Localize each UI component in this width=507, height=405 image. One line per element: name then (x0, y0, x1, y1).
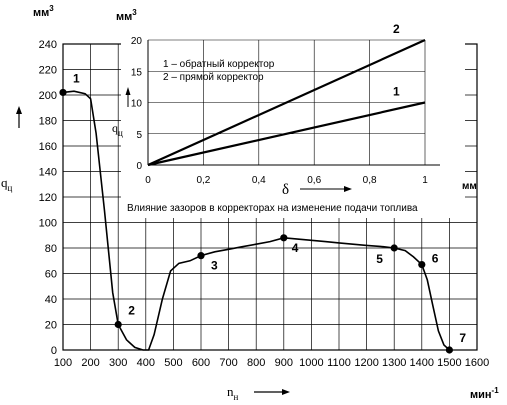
inset-series-line-1 (147, 101, 426, 167)
inset-background (121, 28, 465, 218)
inset-title: Влияние зазоров в корректорах на изменен… (127, 203, 418, 214)
inset-x-tick: 0,6 (307, 175, 321, 186)
main-markers: 1 2 3 4 5 6 7 (59, 71, 466, 354)
marker-point-2 (114, 320, 122, 329)
main-x-tick: 1200 (354, 357, 378, 369)
inset-legend-item-1: 1 – обратный корректор (163, 58, 275, 70)
main-x-tick: 400 (137, 357, 155, 369)
main-x-tick: 900 (275, 357, 293, 369)
main-y-tick: 20 (45, 320, 57, 332)
main-x-tick: 800 (247, 357, 265, 369)
main-y-tick: 140 (39, 167, 57, 179)
main-x-tick: 1400 (410, 357, 434, 369)
inset-y-label: qц (112, 121, 123, 138)
inset-legend-item-2: 2 – прямой корректор (163, 72, 264, 83)
main-y-arrow (16, 106, 22, 128)
marker-label-6: 6 (432, 252, 439, 266)
inset-y-arrow (125, 87, 131, 107)
inset-y-tick: 0 (136, 161, 142, 172)
inset-x-tick: 0,8 (363, 175, 377, 186)
marker-point-3 (197, 252, 205, 260)
marker-point-6 (418, 260, 426, 269)
main-y-tick: 60 (45, 269, 57, 281)
main-x-arrow (254, 389, 290, 395)
marker-label-7: 7 (459, 331, 466, 345)
inset-y-unit: мм3 (116, 8, 137, 23)
main-x-tick: 1600 (465, 357, 489, 369)
main-x-label: nн (227, 384, 239, 402)
main-x-unit: мин-1 (470, 386, 499, 401)
main-y-tick: 220 (39, 65, 57, 77)
marker-label-4: 4 (292, 241, 299, 255)
inset-y-tick: 10 (131, 99, 143, 110)
inset-y-tick: 20 (131, 36, 143, 47)
main-y-tick: 80 (45, 243, 57, 255)
main-x-tick: 300 (109, 357, 127, 369)
inset-x-label: δ (282, 182, 289, 198)
marker-label-2: 2 (128, 304, 135, 318)
main-x-tick: 1000 (299, 357, 323, 369)
main-y-unit: мм3 (33, 4, 54, 19)
main-x-tick: 200 (81, 357, 99, 369)
inset-x-tick: 1 (422, 175, 428, 186)
inset-x-tick: 0 (145, 175, 151, 186)
marker-point-5 (390, 244, 398, 252)
marker-point-1 (59, 88, 67, 97)
main-y-tick: 120 (39, 192, 57, 204)
inset-x-arrow (300, 186, 352, 192)
main-y-tick: 160 (39, 141, 57, 153)
main-y-tick: 180 (39, 116, 57, 128)
main-y-label: qц (1, 175, 13, 193)
inset-x-unit: мм (462, 181, 477, 192)
main-x-tick: 1300 (382, 357, 406, 369)
main-tick-labels: 100 200 300 400 500 600 700 800 900 1000 1100 1200 1… (39, 39, 490, 369)
marker-point-7 (445, 346, 453, 354)
main-y-tick: 100 (39, 218, 57, 230)
inset-x-tick: 0,2 (196, 175, 210, 186)
inset-x-tick: 0,4 (252, 175, 266, 186)
inset-series-label-1: 1 (393, 85, 400, 99)
main-x-tick: 1100 (327, 357, 351, 369)
inset-series-lines: 12 (147, 22, 426, 167)
inset-y-tick: 5 (136, 130, 142, 141)
main-y-tick: 40 (45, 294, 57, 306)
inset-series-line-2 (147, 38, 426, 167)
inset-series-label-2: 2 (393, 22, 400, 36)
marker-label-1: 1 (73, 71, 80, 85)
main-x-tick: 700 (219, 357, 237, 369)
main-x-tick: 100 (54, 357, 72, 369)
marker-point-4 (280, 234, 288, 242)
main-y-tick: 0 (51, 345, 57, 357)
inset-y-tick: 15 (131, 67, 143, 78)
main-x-tick: 500 (164, 357, 182, 369)
marker-label-5: 5 (376, 252, 383, 266)
marker-label-3: 3 (211, 259, 218, 273)
main-y-tick: 240 (39, 39, 57, 51)
main-series-line (62, 90, 450, 351)
main-x-tick: 1500 (437, 357, 461, 369)
main-x-tick: 600 (192, 357, 210, 369)
main-y-tick: 200 (39, 90, 57, 102)
